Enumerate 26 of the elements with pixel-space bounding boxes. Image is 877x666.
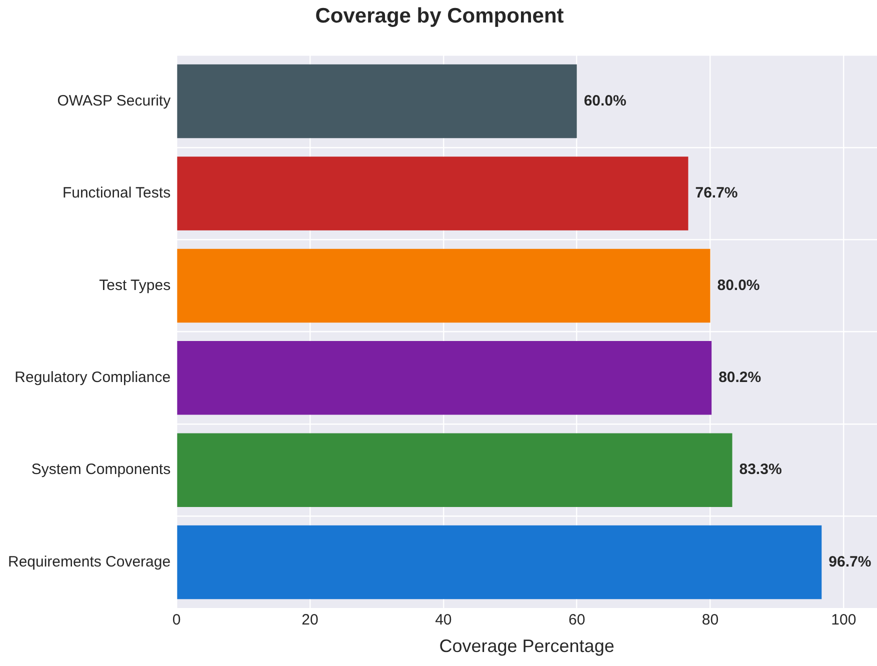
data-label: 80.2% [718, 369, 762, 386]
x-tick-label: 60 [568, 612, 586, 629]
bar [177, 525, 822, 600]
bar [177, 64, 577, 138]
x-tick-label: 100 [831, 612, 856, 629]
data-label: 76.7% [695, 184, 738, 202]
data-label: 60.0% [584, 92, 626, 110]
y-tick-label: Test Types [99, 276, 171, 294]
y-tick-label: Regulatory Compliance [14, 369, 171, 386]
bar [177, 156, 688, 230]
x-tick-label: 80 [702, 612, 719, 629]
data-label: 96.7% [828, 553, 872, 570]
x-tick-label: 20 [302, 612, 318, 629]
bar [177, 341, 712, 415]
y-tick-label: Functional Tests [62, 184, 171, 202]
data-label: 80.0% [717, 276, 760, 294]
bar [177, 433, 732, 507]
x-axis-title: Coverage Percentage [439, 636, 614, 656]
x-tick-label: 40 [435, 612, 452, 629]
y-tick-label: Requirements Coverage [8, 553, 171, 570]
x-tick-label: 0 [172, 612, 181, 629]
chart-title: Coverage by Component [315, 4, 564, 28]
y-tick-label: OWASP Security [57, 92, 172, 110]
data-label: 83.3% [739, 461, 782, 478]
bar [177, 248, 710, 323]
y-tick-label: System Components [31, 461, 171, 478]
